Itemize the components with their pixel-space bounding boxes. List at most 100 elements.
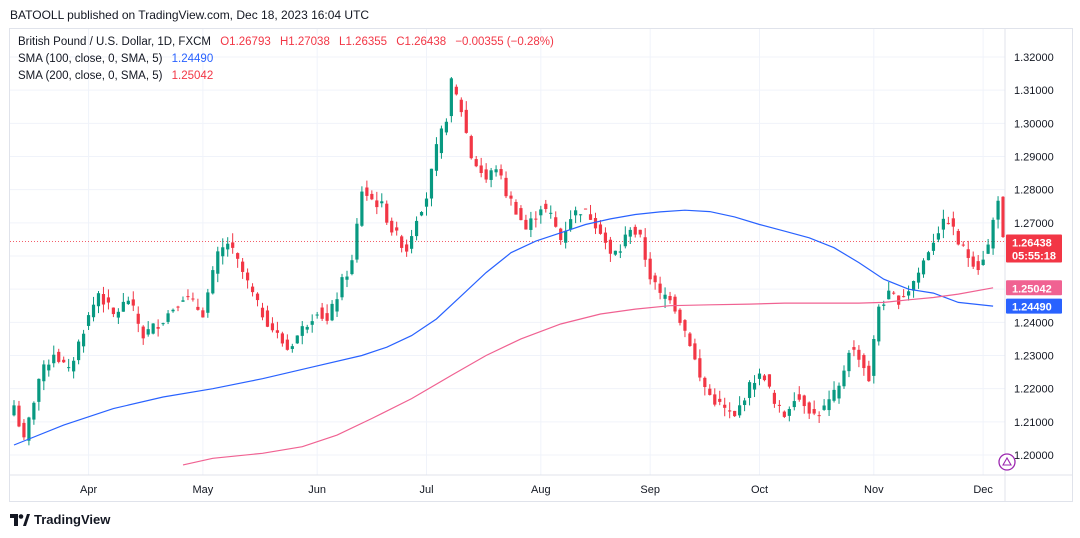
- candle-body: [101, 294, 106, 305]
- candle-body: [211, 270, 215, 294]
- candle: [757, 368, 762, 386]
- candle: [146, 321, 150, 337]
- candle: [767, 374, 772, 389]
- candle-body: [171, 309, 175, 312]
- candle: [603, 227, 608, 250]
- candle-body: [723, 404, 727, 408]
- candle-body: [897, 295, 901, 305]
- candle-body: [807, 402, 811, 414]
- candle-body: [459, 99, 463, 113]
- candle-body: [887, 290, 891, 300]
- candle-body: [226, 243, 230, 250]
- candle-body: [519, 208, 523, 221]
- candle: [395, 221, 399, 236]
- candles-layer: [12, 76, 1005, 446]
- candle: [310, 314, 314, 333]
- candle: [733, 410, 737, 418]
- candle: [693, 338, 697, 361]
- candle: [86, 312, 91, 331]
- candle: [57, 348, 61, 364]
- candle: [91, 296, 96, 322]
- candle: [857, 345, 861, 368]
- candle: [782, 410, 786, 419]
- candle: [931, 233, 936, 255]
- candle: [574, 206, 578, 224]
- candle-body: [728, 410, 732, 412]
- candle: [429, 168, 434, 207]
- candle-body: [375, 200, 379, 208]
- candle: [365, 180, 369, 201]
- legend-sma100-label: SMA (100, close, 0, SMA, 5): [18, 53, 163, 65]
- price-axis: 1.20000 1.21000 1.22000 1.23000 1.24000 1.250…: [1004, 29, 1054, 502]
- candle: [812, 400, 816, 416]
- candle: [400, 234, 404, 253]
- candle-body: [62, 359, 66, 363]
- candle: [72, 357, 76, 379]
- candle-body: [603, 232, 608, 243]
- candle-body: [668, 296, 672, 301]
- candle: [902, 289, 906, 298]
- candle-body: [981, 259, 985, 265]
- candle: [479, 157, 483, 178]
- x-tick-label: Oct: [751, 484, 768, 496]
- candle-body: [966, 249, 970, 258]
- legend-low: 1.26355: [345, 36, 388, 48]
- y-tick-label: 1.24000: [1014, 317, 1054, 329]
- candle-body: [946, 223, 950, 225]
- candle: [131, 291, 135, 312]
- legend-sma200-row[interactable]: SMA (200, close, 0, SMA, 5) 1.25042: [18, 68, 554, 85]
- candle-body: [439, 128, 444, 154]
- candle: [414, 216, 419, 241]
- candle: [494, 165, 498, 177]
- candle: [171, 308, 175, 313]
- candle: [519, 205, 523, 221]
- candle-body: [593, 218, 598, 229]
- candle: [588, 204, 593, 221]
- candle-body: [827, 399, 831, 411]
- legend-sma100-row[interactable]: SMA (100, close, 0, SMA, 5) 1.24490: [18, 51, 554, 68]
- candle: [897, 295, 901, 310]
- candle: [280, 331, 284, 347]
- candle-body: [857, 349, 861, 360]
- candle-body: [504, 177, 508, 197]
- candle-body: [166, 313, 170, 322]
- candle-body: [419, 212, 424, 216]
- candle-body: [295, 335, 299, 344]
- candle-body: [976, 261, 980, 271]
- candle-body: [479, 165, 483, 173]
- candle: [141, 325, 145, 345]
- candle-body: [802, 395, 806, 407]
- candle: [270, 317, 275, 333]
- grid-layer: [10, 29, 1005, 475]
- y-tick-label: 1.20000: [1014, 450, 1054, 462]
- y-tick-label: 1.23000: [1014, 351, 1054, 363]
- candle-body: [91, 304, 96, 318]
- candle-body: [877, 306, 881, 342]
- candle: [877, 304, 881, 346]
- candle-body: [613, 250, 617, 255]
- alert-icon[interactable]: [998, 453, 1016, 471]
- publisher-caption: BATOOLL published on TradingView.com, De…: [10, 8, 370, 22]
- candle-body: [405, 244, 409, 252]
- candle: [787, 406, 791, 422]
- candle: [837, 382, 841, 404]
- chart-frame[interactable]: [9, 28, 1073, 502]
- candle: [211, 266, 215, 295]
- candle-body: [280, 333, 284, 344]
- candle-body: [583, 208, 588, 210]
- candle: [981, 250, 985, 266]
- candle-body: [484, 169, 488, 180]
- legend-close-label: C: [396, 36, 405, 48]
- y-tick-label: 1.32000: [1014, 52, 1054, 64]
- candle-body: [67, 367, 71, 369]
- candle: [295, 335, 299, 344]
- candle: [340, 273, 344, 301]
- candle-body: [951, 218, 955, 227]
- candle: [633, 224, 637, 238]
- candle-body: [161, 323, 165, 325]
- x-tick-label: Jul: [419, 484, 433, 496]
- candle-body: [926, 252, 931, 261]
- tradingview-logo[interactable]: TradingView: [10, 512, 110, 527]
- candle-body: [733, 410, 737, 417]
